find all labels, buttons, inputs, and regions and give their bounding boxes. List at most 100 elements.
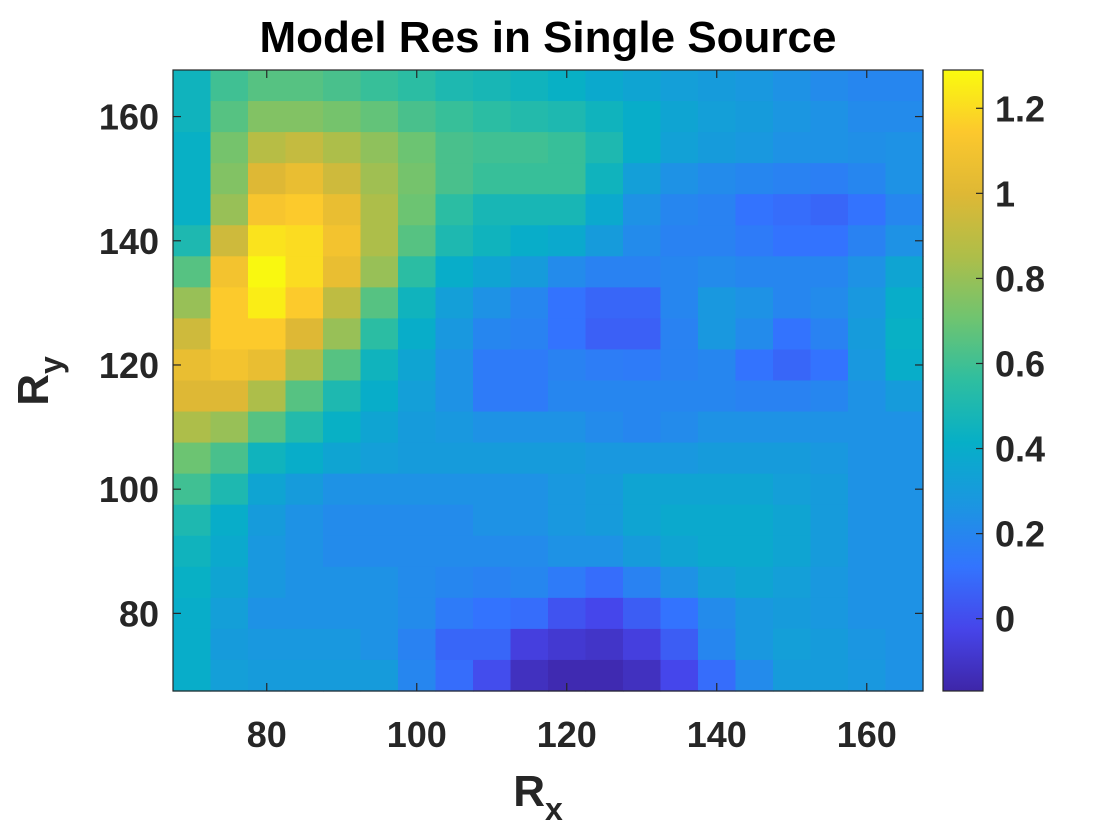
heatmap-cell (848, 411, 887, 444)
x-tick-label: 80 (247, 714, 287, 755)
heatmap-cell (735, 566, 774, 599)
colorbar-tick-label: 0 (995, 599, 1015, 640)
heatmap-cell (773, 442, 812, 475)
heatmap-cell (248, 597, 287, 630)
heatmap-cell (773, 380, 812, 413)
colorbar-tick-label: 0.4 (995, 429, 1045, 470)
heatmap-cell (210, 225, 249, 257)
heatmap-cell (510, 566, 549, 599)
heatmap-cell (473, 132, 512, 164)
heatmap-cell (248, 380, 287, 413)
heatmap-cell (810, 287, 849, 319)
heatmap-cell (735, 628, 774, 661)
heatmap-cell (735, 411, 774, 444)
heatmap-cell (885, 504, 924, 537)
heatmap-cell (698, 535, 737, 568)
heatmap-cell (623, 287, 662, 319)
heatmap-cell (248, 504, 287, 537)
heatmap-cell (248, 225, 287, 257)
heatmap-cell (435, 473, 474, 506)
heatmap-cell (810, 194, 849, 226)
heatmap-cell (698, 473, 737, 506)
heatmap-cell (473, 597, 512, 630)
heatmap-cell (773, 287, 812, 319)
chart-title: Model Res in Single Source (259, 13, 836, 62)
heatmap-cell (735, 504, 774, 537)
heatmap-cell (435, 349, 474, 382)
heatmap-cell (248, 628, 287, 661)
heatmap-cell (398, 628, 437, 661)
y-axis: 80 100 120 140 160 (99, 97, 923, 634)
heatmap-cell (210, 628, 249, 661)
heatmap-cell (810, 256, 849, 288)
heatmap-cell (773, 473, 812, 506)
heatmap-cell (248, 256, 287, 288)
heatmap-cell (660, 101, 699, 133)
heatmap-cell (585, 101, 624, 133)
heatmap-cell (360, 318, 399, 351)
heatmap-cell (848, 132, 887, 164)
heatmap-cell (323, 256, 362, 288)
heatmap-cell (398, 349, 437, 382)
heatmap-cell (810, 442, 849, 475)
heatmap-cell (698, 194, 737, 226)
heatmap-cell (210, 256, 249, 288)
heatmap-cell (698, 504, 737, 537)
heatmap-cell (285, 287, 324, 319)
colorbar-tick-label: 1.2 (995, 88, 1045, 129)
heatmap-cell (810, 101, 849, 133)
heatmap-cell (585, 256, 624, 288)
heatmap-cell (210, 380, 249, 413)
heatmap-cell (810, 70, 849, 102)
heatmap-cell (398, 194, 437, 226)
heatmap-cell (623, 411, 662, 444)
heatmap-cell (585, 473, 624, 506)
heatmap-cell (398, 473, 437, 506)
heatmap-cell (173, 566, 212, 599)
heatmap-cell (510, 287, 549, 319)
heatmap-cell (248, 411, 287, 444)
heatmap-cell (248, 132, 287, 164)
heatmap-cell (548, 194, 587, 226)
colorbar-tick-label: 0.6 (995, 343, 1045, 384)
heatmap-cell (173, 70, 212, 102)
heatmap-cell (285, 70, 324, 102)
colorbar-tick-label: 1 (995, 173, 1015, 214)
heatmap-cell (473, 194, 512, 226)
heatmap-cell (885, 411, 924, 444)
heatmap-cell (885, 163, 924, 195)
heatmap-cell (623, 535, 662, 568)
heatmap-cell (623, 225, 662, 257)
heatmap-cell (173, 380, 212, 413)
x-tick-label: 140 (687, 714, 747, 755)
heatmap-cell (435, 163, 474, 195)
heatmap-cell (173, 163, 212, 195)
heatmap-cell (323, 473, 362, 506)
heatmap-cell (660, 566, 699, 599)
heatmap-cell (285, 504, 324, 537)
heatmap-cell (285, 628, 324, 661)
heatmap-cell (360, 504, 399, 537)
heatmap-cell (623, 70, 662, 102)
heatmap-cell (248, 163, 287, 195)
heatmap-cell (473, 380, 512, 413)
heatmap-cell (810, 225, 849, 257)
heatmap-cell (173, 256, 212, 288)
plot-frame (172, 69, 924, 692)
heatmap-cell (248, 566, 287, 599)
heatmap-cell (360, 628, 399, 661)
heatmap-cell (285, 566, 324, 599)
heatmap-cell (173, 504, 212, 537)
heatmap-cell (173, 535, 212, 568)
heatmap-cell (773, 194, 812, 226)
heatmap-cell (848, 194, 887, 226)
heatmap-cell (698, 225, 737, 257)
heatmap-cell (623, 163, 662, 195)
heatmap-cell (810, 349, 849, 382)
heatmap-cell (810, 628, 849, 661)
heatmap-cell (548, 504, 587, 537)
x-tick-label: 120 (537, 714, 597, 755)
heatmap-cell (510, 535, 549, 568)
heatmap-cell (810, 597, 849, 630)
